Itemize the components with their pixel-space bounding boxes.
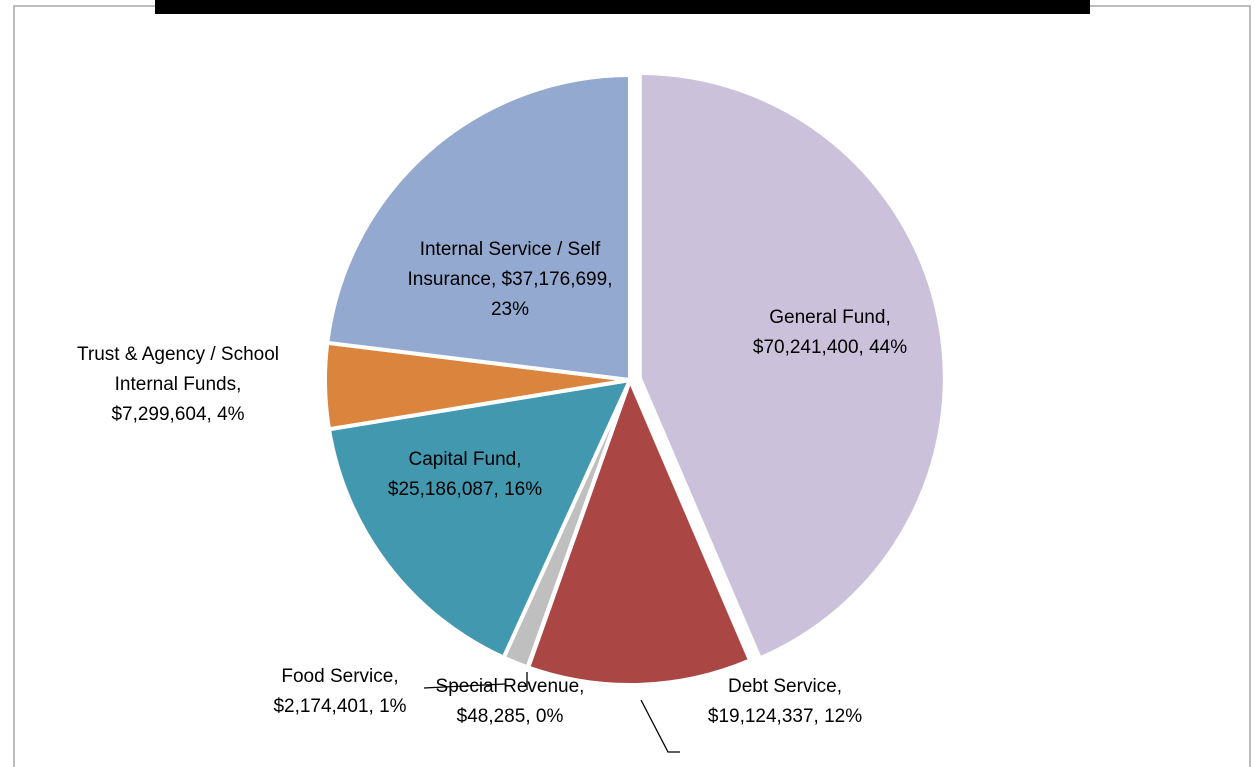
label-line: $70,241,400, 44% bbox=[753, 337, 907, 358]
data-label: Special Revenue, $48,285, 0% bbox=[436, 676, 585, 727]
labels: General Fund, $70,241,400, 44% Debt Servic… bbox=[77, 239, 907, 727]
label-line: Internal Funds, bbox=[115, 374, 242, 395]
label-line: Food Service, bbox=[281, 666, 398, 687]
label-line: $48,285, 0% bbox=[457, 706, 564, 727]
label-line: Debt Service, bbox=[728, 676, 842, 697]
label-line: General Fund, bbox=[769, 307, 890, 328]
data-label: Capital Fund, $25,186,087, 16% bbox=[388, 449, 542, 500]
pie-slice bbox=[637, 70, 947, 661]
pie-slice bbox=[325, 73, 632, 382]
label-line: Trust & Agency / School bbox=[77, 344, 279, 365]
title-bar bbox=[155, 0, 1090, 14]
label-line: $7,299,604, 4% bbox=[111, 404, 244, 425]
label-line: Internal Service / Self bbox=[420, 239, 601, 260]
data-label: Internal Service / Self Insurance, $37,17… bbox=[408, 239, 613, 320]
data-label: Food Service, $2,174,401, 1% bbox=[273, 666, 406, 717]
leader-line bbox=[423, 683, 506, 689]
label-line: Special Revenue, bbox=[436, 676, 585, 697]
data-label: Debt Service, $19,124,337, 12% bbox=[708, 676, 862, 727]
data-label: Trust & Agency / School Internal Funds, $7… bbox=[77, 344, 279, 425]
label-line: Insurance, $37,176,699, bbox=[408, 269, 613, 290]
pie-slice bbox=[526, 378, 753, 687]
pie-slice bbox=[327, 378, 632, 660]
leader-line bbox=[640, 699, 680, 753]
label-line: $25,186,087, 16% bbox=[388, 479, 542, 500]
label-line: Capital Fund, bbox=[408, 449, 521, 470]
label-line: $2,174,401, 1% bbox=[273, 696, 406, 717]
slices bbox=[323, 70, 947, 687]
data-label: General Fund, $70,241,400, 44% bbox=[753, 307, 907, 358]
label-line: $19,124,337, 12% bbox=[708, 706, 862, 727]
label-line: 23% bbox=[491, 299, 529, 320]
